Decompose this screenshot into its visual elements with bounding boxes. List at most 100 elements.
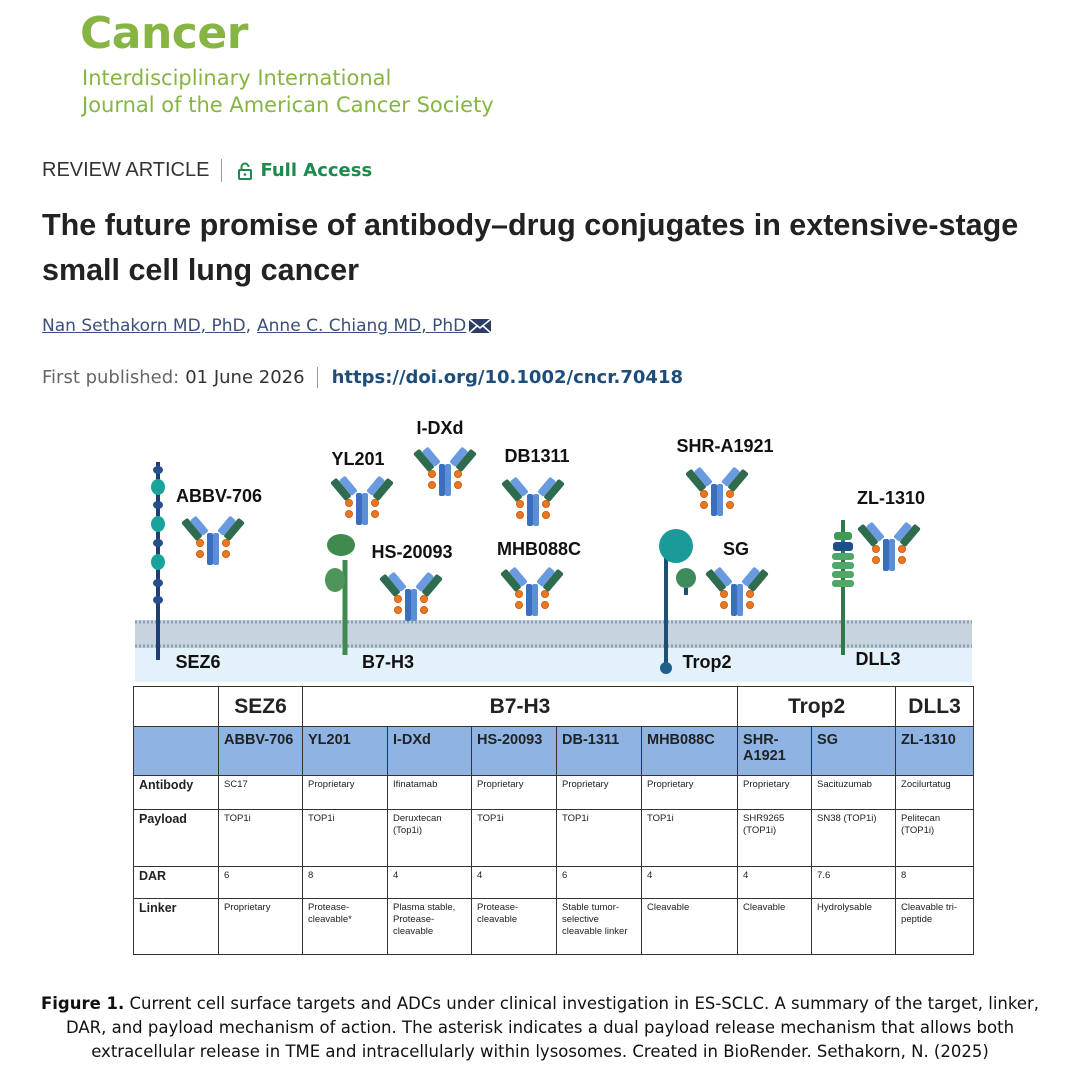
adc-name: I-DXd <box>387 726 472 776</box>
target-header: B7-H3 <box>301 686 739 727</box>
table-cell: 4 <box>387 866 472 899</box>
table-cell: 4 <box>737 866 813 899</box>
adc-name: DB-1311 <box>556 726 642 776</box>
table-cell: Proprietary <box>640 775 739 810</box>
antibody-icon <box>500 564 564 616</box>
table-cell: 4 <box>640 866 739 899</box>
table-cell: 4 <box>471 866 557 899</box>
adc-name: ZL-1310 <box>895 726 975 776</box>
table-cell: SN38 (TOP1i) <box>811 809 897 867</box>
adc-name: YL201 <box>302 726 388 776</box>
table-cell: TOP1i <box>556 809 642 867</box>
table-cell: Cleavable <box>737 898 813 955</box>
target-header: SEZ6 <box>218 686 303 727</box>
table-cell: Proprietary <box>302 775 388 810</box>
table-cell: Proprietary <box>218 898 303 955</box>
table-cell: 6 <box>556 866 642 899</box>
target-label: DLL3 <box>856 649 901 669</box>
cytoplasm <box>135 648 972 682</box>
adc-name: ABBV-706 <box>218 726 303 776</box>
email-icon[interactable] <box>468 317 492 335</box>
table-row: SEZ6 B7-H3 Trop2 DLL3 <box>133 686 975 727</box>
antibody-icon <box>501 474 565 526</box>
trop2-receptor <box>659 529 696 674</box>
adc-label: SG <box>723 539 749 559</box>
table-cell: Proprietary <box>556 775 642 810</box>
antibody-icon <box>685 464 749 516</box>
figure-caption: Figure 1. Current cell surface targets a… <box>25 992 1055 1064</box>
author-separator: , <box>245 316 252 336</box>
table-cell: Stable tumor-selective cleavable linker <box>556 898 642 955</box>
target-label: B7-H3 <box>362 652 414 672</box>
table-cell: 6 <box>218 866 303 899</box>
adc-name: MHB088C <box>640 726 739 776</box>
adc-name: SHR-A1921 <box>737 726 813 776</box>
target-header: DLL3 <box>895 686 975 727</box>
row-label: Payload <box>133 809 219 867</box>
row-label: DAR <box>133 866 219 899</box>
author-list: Nan Sethakorn MD, PhD , Anne C. Chiang M… <box>42 316 492 336</box>
table-cell: TOP1i <box>218 809 303 867</box>
published-label: First published: <box>42 367 180 388</box>
target-label: Trop2 <box>682 652 731 672</box>
article-meta: REVIEW ARTICLE Full Access <box>42 159 372 182</box>
adc-label: ZL-1310 <box>857 488 925 508</box>
doi-link[interactable]: https://doi.org/10.1002/cncr.70418 <box>331 367 683 388</box>
published-date: 01 June 2026 <box>185 367 318 388</box>
table-row: Antibody SC17 Proprietary Ifinatamab Proprie… <box>133 775 975 810</box>
table-cell: SC17 <box>218 775 303 810</box>
adc-label: I-DXd <box>417 418 464 438</box>
table-cell: TOP1i <box>302 809 388 867</box>
adc-label: DB1311 <box>504 446 569 466</box>
article-type: REVIEW ARTICLE <box>42 159 223 182</box>
antibody-icon <box>413 444 477 496</box>
table-cell: 8 <box>302 866 388 899</box>
table-corner <box>133 726 219 776</box>
adc-name: SG <box>811 726 897 776</box>
adc-label: MHB088C <box>497 539 581 559</box>
adc-label: SHR-A1921 <box>676 436 773 456</box>
antibody-icon <box>181 513 245 565</box>
table-cell: Zocilurtatug <box>895 775 975 810</box>
antibody-icon <box>330 473 394 525</box>
access-badge: Full Access <box>260 160 373 181</box>
sez6-receptor <box>151 462 165 660</box>
table-cell: Protease-cleavable* <box>302 898 388 955</box>
table-cell: Deruxtecan (Top1i) <box>387 809 472 867</box>
table-cell: Proprietary <box>471 775 557 810</box>
table-row: Linker Proprietary Protease-cleavable* Plas… <box>133 898 975 955</box>
adc-label: YL201 <box>331 449 384 469</box>
adc-label: ABBV-706 <box>176 486 262 506</box>
table-row: ABBV-706 YL201 I-DXd HS-20093 DB-1311 MHB088C… <box>133 726 975 776</box>
table-row: Payload TOP1i TOP1i Deruxtecan (Top1i) TOP1i… <box>133 809 975 867</box>
adc-name: HS-20093 <box>471 726 557 776</box>
table-cell: 8 <box>895 866 975 899</box>
target-label: SEZ6 <box>175 652 220 672</box>
caption-text: Current cell surface targets and ADCs un… <box>65 994 1040 1061</box>
table-cell: Plasma stable, Protease-cleavable <box>387 898 472 955</box>
adc-table: SEZ6 B7-H3 Trop2 DLL3 ABBV-706 YL201 I-DXd HS-2… <box>133 686 975 955</box>
table-cell: Sacituzumab <box>811 775 897 810</box>
publication-info: First published: 01 June 2026 https://do… <box>42 367 683 388</box>
table-cell: TOP1i <box>640 809 739 867</box>
b7h3-receptor <box>325 534 355 655</box>
author-link[interactable]: Anne C. Chiang MD, PhD <box>257 316 467 336</box>
journal-subtitle: Interdisciplinary International <box>82 66 392 90</box>
lock-icon <box>238 162 253 180</box>
figure-diagram: ABBV-706 YL201 I-DXd DB1311 HS-20093 MHB… <box>135 418 972 682</box>
author-link[interactable]: Nan Sethakorn MD, PhD <box>42 316 246 336</box>
journal-name[interactable]: Cancer <box>80 8 248 59</box>
table-cell: Hydrolysable <box>811 898 897 955</box>
table-cell: Protease-cleavable <box>471 898 557 955</box>
table-cell: Proprietary <box>737 775 813 810</box>
table-cell: Pelitecan (TOP1i) <box>895 809 975 867</box>
row-label: Antibody <box>133 775 219 810</box>
table-row: DAR 6 8 4 4 6 4 4 7.6 8 <box>133 866 975 899</box>
adc-label: HS-20093 <box>371 542 452 562</box>
table-cell: Ifinatamab <box>387 775 472 810</box>
target-header: Trop2 <box>737 686 897 727</box>
row-label: Linker <box>133 898 219 955</box>
table-cell: Cleavable <box>640 898 739 955</box>
dll3-receptor <box>832 520 854 655</box>
